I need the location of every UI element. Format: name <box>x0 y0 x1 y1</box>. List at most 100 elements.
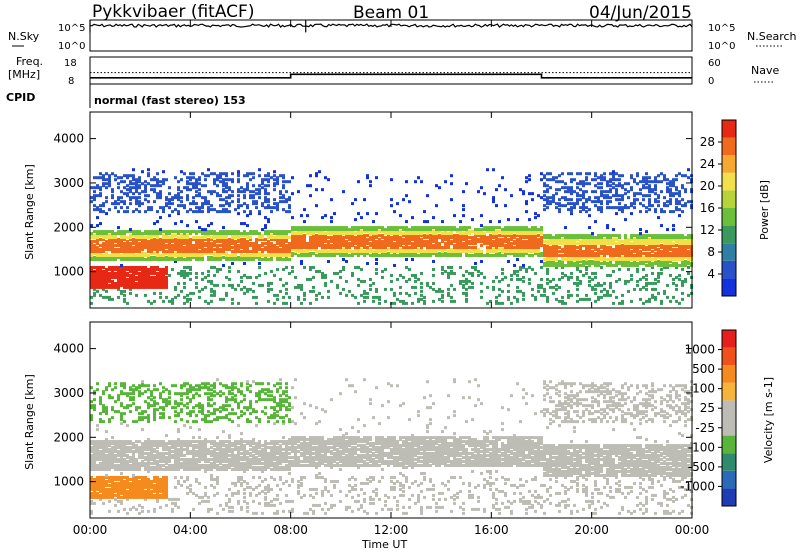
power-cell <box>579 236 582 240</box>
velocity-cell <box>120 458 123 462</box>
power-cell <box>375 236 378 240</box>
power-cell <box>612 234 615 238</box>
beam-title: Beam 01 <box>353 3 429 23</box>
power-cell <box>111 232 114 236</box>
velocity-cell <box>108 442 111 446</box>
power-cell <box>138 244 141 248</box>
power-cell <box>591 246 594 250</box>
power-cell <box>159 238 162 242</box>
power-cell <box>360 293 363 297</box>
power-cell <box>138 256 141 259</box>
power-cell <box>411 254 414 258</box>
power-cell <box>447 287 450 291</box>
power-cell <box>660 244 663 248</box>
power-cell <box>198 208 201 212</box>
power-cell <box>168 186 171 190</box>
power-cell <box>657 216 660 220</box>
power-cell <box>315 246 318 250</box>
power-cell <box>402 242 405 246</box>
power-cell <box>156 283 159 287</box>
power-cell <box>636 252 639 256</box>
power-cell <box>564 250 567 254</box>
power-cell <box>588 279 591 283</box>
velocity-cell <box>111 460 114 464</box>
power-cell <box>186 236 189 240</box>
power-cell <box>108 297 111 301</box>
power-cell <box>177 271 180 275</box>
power-cell <box>99 257 102 261</box>
velocity-cell <box>105 388 108 392</box>
power-cell <box>558 240 561 244</box>
power-cell <box>357 244 360 248</box>
power-cell <box>261 186 264 190</box>
power-cell <box>111 285 114 289</box>
power-cell <box>297 250 300 254</box>
power-cell <box>612 301 615 305</box>
power-cell <box>321 250 324 254</box>
power-cell <box>582 208 585 212</box>
power-cell <box>606 261 609 265</box>
power-cell <box>117 230 120 234</box>
power-cell <box>285 238 288 242</box>
power-cell <box>246 240 249 244</box>
power-cell <box>657 244 660 248</box>
power-cell <box>279 238 282 242</box>
power-cell <box>399 252 402 256</box>
power-cell <box>240 222 243 226</box>
power-cell <box>189 256 192 259</box>
power-cell <box>300 226 303 230</box>
power-cell <box>567 208 570 212</box>
power-cell <box>561 250 564 254</box>
power-cell <box>537 194 540 198</box>
power-cell <box>594 259 597 263</box>
power-cell <box>90 271 93 275</box>
power-cell <box>621 196 624 200</box>
power-cell <box>390 279 393 283</box>
power-cell <box>297 234 300 238</box>
power-cell <box>681 244 684 248</box>
power-cell <box>654 180 657 184</box>
power-cell <box>645 281 648 285</box>
power-cell <box>312 242 315 246</box>
power-cell <box>579 259 582 263</box>
power-cell <box>390 238 393 242</box>
power-cell <box>93 244 96 248</box>
power-cell <box>192 250 195 254</box>
power-cell <box>468 254 471 258</box>
power-cell <box>186 244 189 248</box>
power-cell <box>114 252 117 256</box>
power-cell <box>258 261 261 265</box>
velocity-cell <box>90 466 93 469</box>
power-cell <box>189 178 192 182</box>
power-cell <box>663 196 666 200</box>
power-cell <box>609 257 612 261</box>
power-cell <box>252 242 255 246</box>
power-cell <box>633 178 636 182</box>
power-cell <box>210 279 213 283</box>
power-cell <box>105 178 108 182</box>
power-cell <box>546 184 549 188</box>
power-cell <box>618 184 621 188</box>
power-cell <box>171 244 174 248</box>
velocity-cell <box>105 466 108 469</box>
power-cell <box>423 244 426 248</box>
power-cell <box>498 240 501 244</box>
power-cell <box>237 200 240 204</box>
power-cell <box>345 226 348 230</box>
power-cell <box>189 291 192 295</box>
power-cell <box>651 265 654 269</box>
power-cell <box>270 236 273 240</box>
power-cell <box>123 281 126 285</box>
power-cell <box>438 234 441 238</box>
power-cell <box>255 246 258 250</box>
power-cell <box>552 236 555 240</box>
power-cell <box>687 176 690 180</box>
power-cell <box>402 240 405 244</box>
power-cell <box>177 198 180 202</box>
power-cell <box>444 252 447 256</box>
power-cell <box>195 180 198 184</box>
power-cell <box>153 188 156 192</box>
power-cell <box>471 218 474 222</box>
power-cell <box>267 200 270 204</box>
power-cell <box>438 248 441 252</box>
